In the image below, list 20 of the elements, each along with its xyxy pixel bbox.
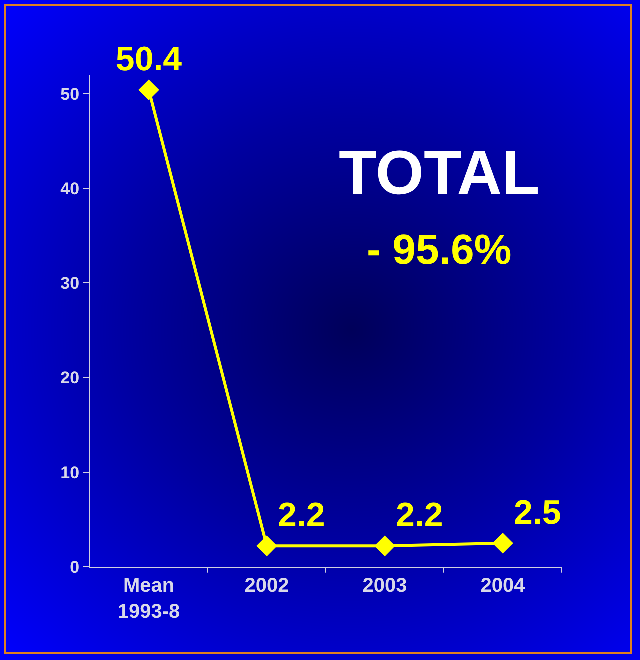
- point: [374, 536, 396, 557]
- data-label: 2.5: [514, 494, 562, 532]
- x-tick-label: Mean 1993-8: [118, 575, 180, 623]
- point: [492, 532, 514, 554]
- annotation: TOTAL: [339, 139, 540, 208]
- data-label: 2.2: [278, 496, 326, 535]
- data-label: 50.4: [116, 40, 182, 79]
- x-tick-label: 2003: [362, 575, 408, 597]
- point: [138, 80, 160, 101]
- x-tick-label: 2004: [480, 575, 526, 597]
- y-tick-label: 30: [60, 274, 80, 294]
- point: [256, 536, 278, 557]
- x-tick-label: 2002: [244, 575, 290, 597]
- y-tick-label: 50: [60, 84, 80, 104]
- annotation: - 95.6%: [367, 226, 512, 273]
- y-tick-label: 0: [70, 558, 80, 577]
- data-label: 2.2: [396, 496, 444, 535]
- y-tick-label: 40: [60, 179, 80, 198]
- y-tick-label: 10: [60, 463, 80, 482]
- y-tick-label: 20: [60, 368, 80, 388]
